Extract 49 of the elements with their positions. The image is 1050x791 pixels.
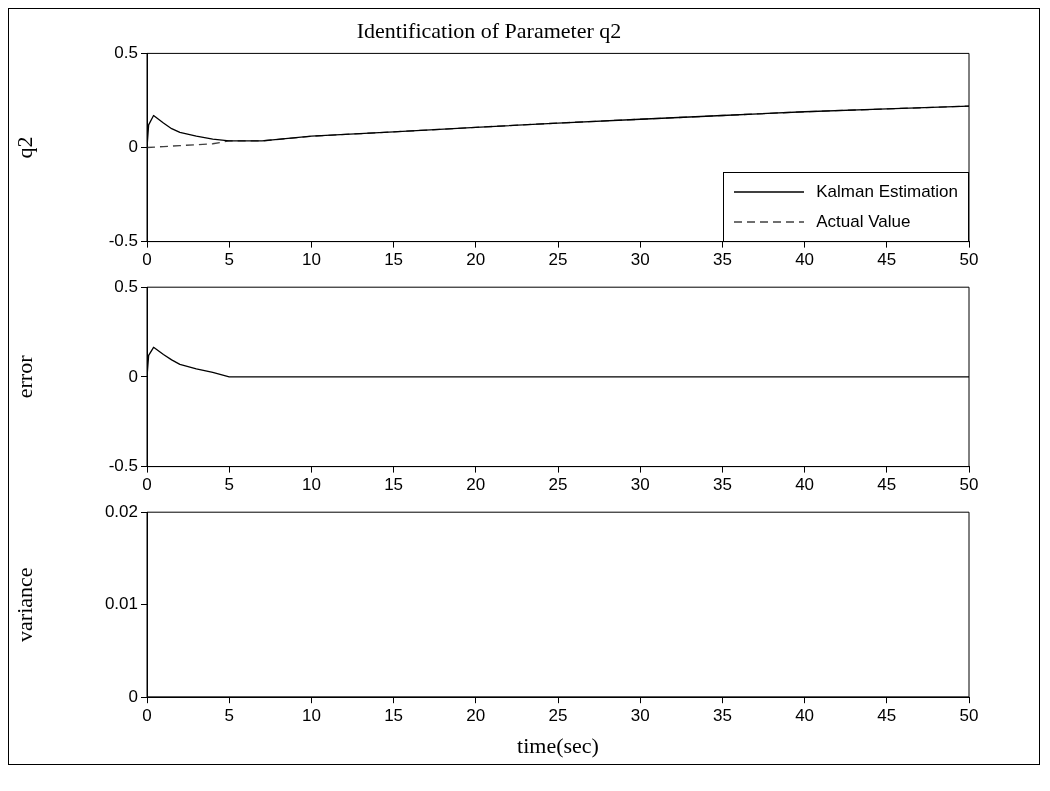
x-tick-label: 10 (301, 475, 321, 495)
x-tick-label: 0 (142, 706, 152, 726)
x-tick-label: 25 (548, 475, 568, 495)
y-tick-label: 0.02 (104, 501, 138, 521)
x-tick-label: 30 (630, 706, 650, 726)
x-tick-label: 15 (384, 706, 404, 726)
x-axis-title: time(sec) (517, 732, 599, 758)
x-tick-label: 45 (877, 475, 897, 495)
x-tick-label: 40 (795, 475, 815, 495)
x-tick-label: 30 (630, 250, 650, 270)
x-tick-label: 15 (384, 475, 404, 495)
x-tick-label: 10 (301, 706, 321, 726)
x-tick-label: 20 (466, 475, 486, 495)
legend-label: Kalman Estimation (816, 180, 958, 203)
x-tick-label: 45 (877, 250, 897, 270)
y-tick-label: 0.5 (114, 43, 138, 63)
legend-label: Actual Value (816, 210, 911, 233)
y-axis-title: error (11, 354, 37, 399)
y-tick-label: 0 (128, 366, 138, 386)
x-tick-label: 40 (795, 250, 815, 270)
y-axis-title: variance (11, 567, 37, 642)
x-tick-label: 25 (548, 250, 568, 270)
x-tick-label: 50 (959, 250, 979, 270)
chart-title: Identification of Parameter q2 (356, 17, 622, 43)
x-tick-label: 40 (795, 706, 815, 726)
x-tick-label: 25 (548, 706, 568, 726)
x-tick-label: 0 (142, 250, 152, 270)
x-tick-label: 5 (224, 250, 234, 270)
y-tick-label: -0.5 (108, 231, 138, 251)
x-tick-label: 30 (630, 475, 650, 495)
x-tick-label: 5 (224, 706, 234, 726)
x-tick-label: 45 (877, 706, 897, 726)
x-tick-label: 35 (712, 250, 732, 270)
y-tick-label: 0.01 (104, 594, 138, 614)
y-tick-label: 0.5 (114, 276, 138, 296)
y-tick-label: 0 (128, 137, 138, 157)
x-tick-label: 35 (712, 706, 732, 726)
x-tick-label: 10 (301, 250, 321, 270)
x-tick-label: 50 (959, 706, 979, 726)
x-tick-label: 15 (384, 250, 404, 270)
y-tick-label: -0.5 (108, 456, 138, 476)
x-tick-label: 50 (959, 475, 979, 495)
x-tick-label: 20 (466, 706, 486, 726)
x-tick-label: 20 (466, 250, 486, 270)
y-tick-label: 0 (128, 686, 138, 706)
x-tick-label: 35 (712, 475, 732, 495)
x-tick-label: 0 (142, 475, 152, 495)
x-tick-label: 5 (224, 475, 234, 495)
y-axis-title: q2 (11, 136, 37, 159)
